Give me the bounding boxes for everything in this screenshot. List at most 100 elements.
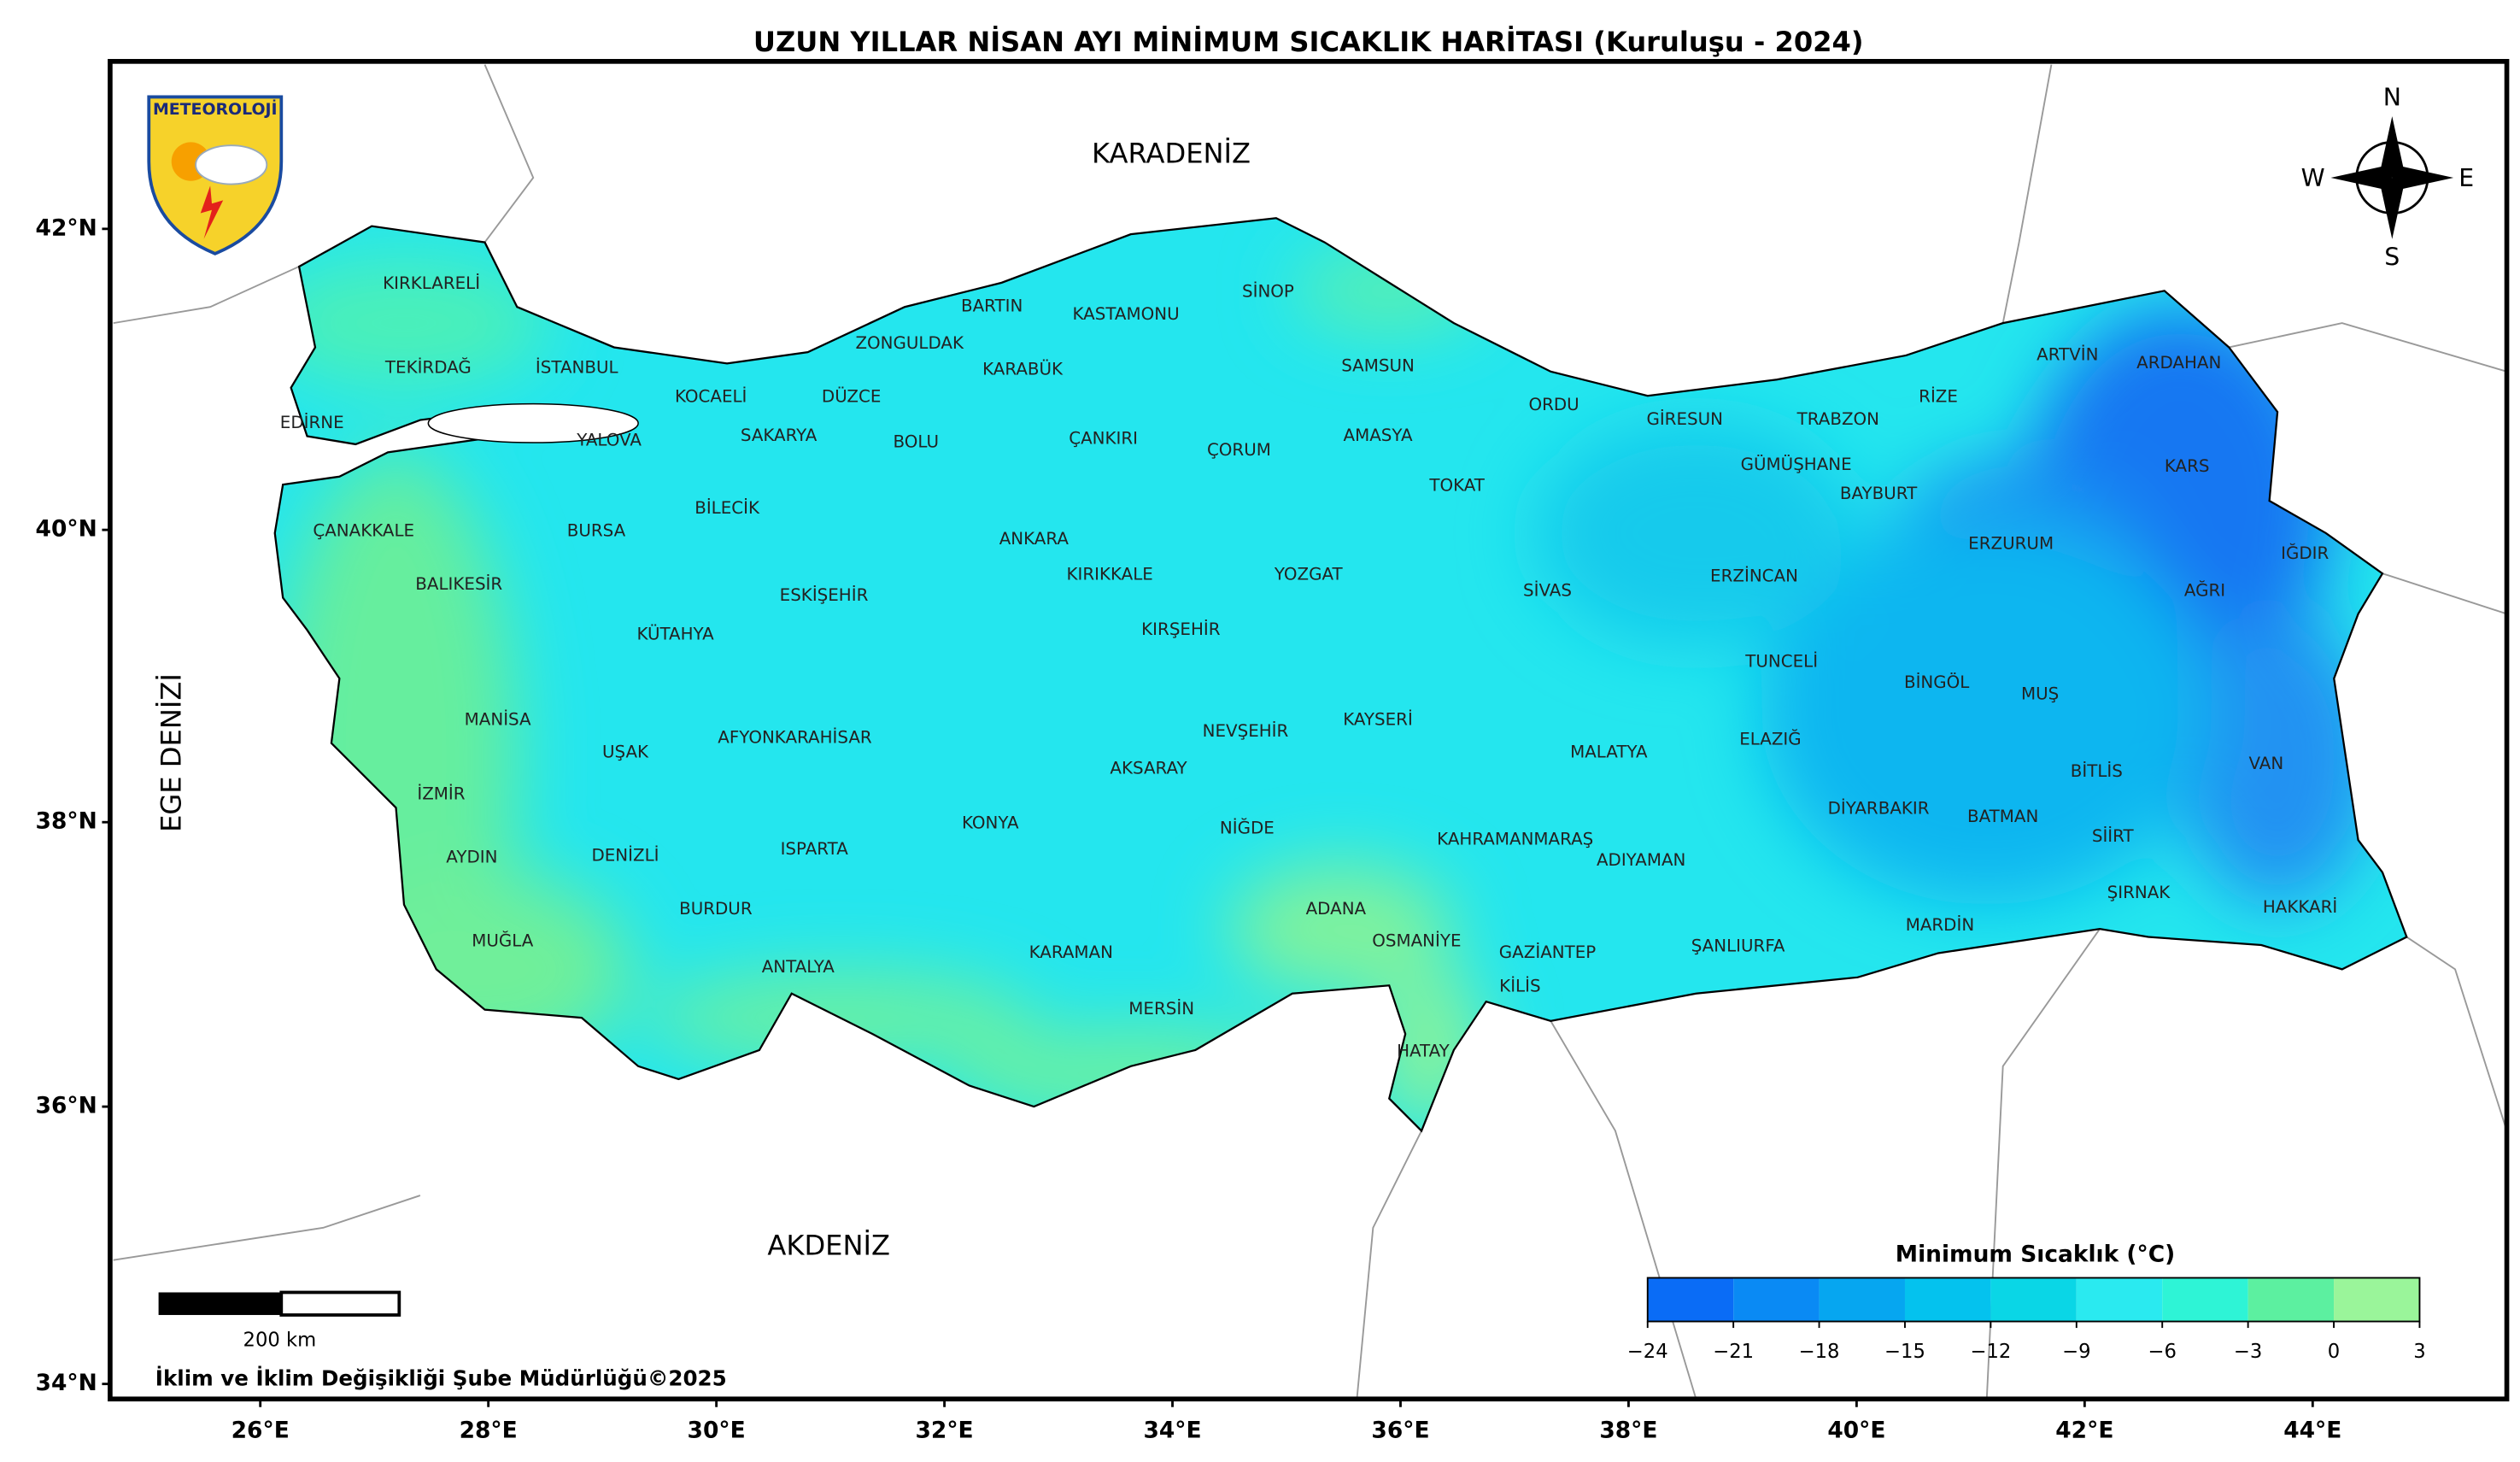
compass-rose: N E S W <box>2301 83 2475 271</box>
province-label: KÜTAHYA <box>636 625 714 644</box>
province-label: KIRKLARELİ <box>383 273 480 293</box>
province-label: IĞDIR <box>2281 543 2329 563</box>
lat-tick-label: 38°N <box>36 808 97 835</box>
province-label: DÜZCE <box>822 387 881 407</box>
province-label: YALOVA <box>576 431 642 450</box>
colorbar-tick-label: −3 <box>2234 1341 2262 1363</box>
scale-segment <box>279 1290 401 1317</box>
lat-tick-label: 34°N <box>36 1370 97 1396</box>
colorbar-bin <box>1904 1277 1991 1322</box>
province-label: RİZE <box>1919 387 1958 407</box>
province-label: YOZGAT <box>1274 565 1344 584</box>
scale-segment <box>158 1292 282 1315</box>
province-label: AKSARAY <box>1110 758 1187 778</box>
compass-north: N <box>2383 83 2401 111</box>
colorbar-tick-label: −15 <box>1884 1341 1925 1363</box>
province-label: KARS <box>2165 456 2210 476</box>
province-label: HATAY <box>1397 1041 1450 1060</box>
province-label: DİYARBAKIR <box>1828 799 1930 819</box>
province-label: EDİRNE <box>280 413 344 432</box>
compass-point <box>2381 177 2404 239</box>
logo: METEOROLOJİ <box>147 95 284 255</box>
lon-tick-label: 42°E <box>2055 1418 2113 1444</box>
lat-tick-label: 42°N <box>36 214 97 241</box>
province-label: TUNCELİ <box>1744 652 1818 672</box>
province-label: BURDUR <box>679 899 753 919</box>
province-label: ELAZIĞ <box>1739 728 1801 749</box>
logo-text: METEOROLOJİ <box>153 98 278 119</box>
footer: İklim ve İklim Değişikliği Şube Müdürlüğ… <box>155 1366 727 1391</box>
compass-point <box>2392 166 2454 190</box>
compass-point <box>2330 166 2393 190</box>
province-label: ADANA <box>1306 899 1367 919</box>
colorbar-bin <box>2162 1277 2248 1322</box>
province-label: ÇANAKKALE <box>313 521 414 541</box>
colorbar-bin <box>2247 1277 2335 1322</box>
lon-tick-label: 28°E <box>460 1418 518 1444</box>
scale-bar: 200 km <box>158 1290 401 1352</box>
province-label: ORDU <box>1528 395 1579 414</box>
province-label: KIRIKKALE <box>1066 565 1152 584</box>
province-label: ADIYAMAN <box>1597 850 1685 870</box>
province-label: VAN <box>2248 754 2283 773</box>
province-label: MARDİN <box>1906 915 1974 935</box>
marmara-sea <box>427 402 639 443</box>
province-label: ŞANLIURFA <box>1691 936 1785 955</box>
province-label: ÇANKIRI <box>1069 429 1138 449</box>
labels: KIRKLARELİ TEKİRDAĞ EDİRNE İSTANBUL KOCAELİ Y… <box>155 137 2338 1261</box>
province-label: GÜMÜŞHANE <box>1741 455 1852 474</box>
province-label: MUĞLA <box>472 931 534 951</box>
province-label: MUŞ <box>2021 684 2059 703</box>
province-label: ERZİNCAN <box>1710 566 1798 585</box>
province-label: KAYSERİ <box>1343 710 1413 730</box>
province-label: MALATYA <box>1570 743 1648 762</box>
province-label: ŞIRNAK <box>2107 883 2171 902</box>
lon-tick-label: 26°E <box>231 1418 290 1444</box>
province-label: BATMAN <box>1967 807 2038 826</box>
province-label: KIRŞEHİR <box>1141 619 1221 639</box>
lon-tick-label: 32°E <box>916 1418 974 1444</box>
lon-tick-label: 38°E <box>1599 1418 1657 1444</box>
lat-tick-label: 40°N <box>36 516 97 543</box>
province-label: OSMANİYE <box>1372 931 1461 951</box>
scale-label: 200 km <box>243 1330 317 1352</box>
province-label: ANTALYA <box>762 957 835 977</box>
province-label: TOKAT <box>1428 476 1485 496</box>
province-label: BAYBURT <box>1840 484 1918 503</box>
compass-point <box>2381 116 2404 178</box>
province-label: BURSA <box>567 521 626 541</box>
province-label: ANKARA <box>999 529 1070 549</box>
lon-tick-label: 30°E <box>688 1418 746 1444</box>
compass-east: E <box>2458 164 2474 192</box>
province-label: HAKKARİ <box>2263 897 2337 917</box>
colorbar-tick-label: −6 <box>2148 1341 2177 1363</box>
colorbar-tick-label: −24 <box>1627 1341 1668 1363</box>
province-label: KASTAMONU <box>1073 304 1180 324</box>
colorbar-bin <box>1733 1277 1820 1322</box>
colorbar-frame <box>1646 1277 2421 1323</box>
province-label: SAKARYA <box>741 426 818 445</box>
compass-west: W <box>2301 164 2325 192</box>
province-label: GİRESUN <box>1646 409 1723 429</box>
lat-tick-label: 36°N <box>36 1093 97 1119</box>
sea-label: EGE DENİZİ <box>155 673 188 832</box>
province-label: ISPARTA <box>781 839 849 859</box>
neighbor-borders <box>113 64 2508 1400</box>
province-label: AMASYA <box>1343 426 1412 445</box>
province-label: BİLECİK <box>694 498 760 518</box>
province-label: MANİSA <box>465 710 531 730</box>
colorbar-tick-label: −9 <box>2062 1341 2090 1363</box>
province-label: KARABÜK <box>982 359 1064 379</box>
province-label: AĞRI <box>2184 579 2225 600</box>
province-label: DENİZLİ <box>591 846 659 866</box>
province-label: KONYA <box>962 813 1019 833</box>
legend-title: Minimum Sıcaklık (°C) <box>1896 1242 2175 1268</box>
map-title: UZUN YILLAR NİSAN AYI MİNİMUM SICAKLIK H… <box>753 26 1864 58</box>
logo-bolt <box>200 185 224 239</box>
province-label: NEVŞEHİR <box>1203 721 1289 741</box>
province-label: SİİRT <box>2092 826 2135 846</box>
province-label: KARAMAN <box>1029 942 1113 962</box>
colorbar-bin <box>1990 1277 2077 1322</box>
province-label: ESKİŞEHİR <box>780 585 869 605</box>
